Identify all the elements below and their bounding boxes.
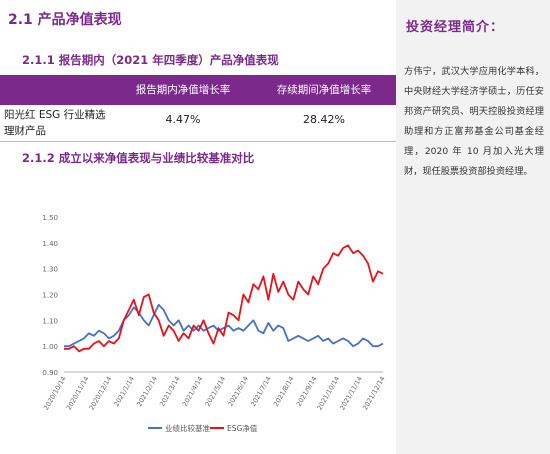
legend-label: ESG净值: [227, 423, 258, 433]
x-tick-label: 2021/4/14: [181, 375, 205, 408]
manager-bio: 方伟宁，武汉大学应用化学本科，中央财经大学经济学硕士，历任安邦资产研究员、明天控…: [404, 66, 544, 177]
legend-label: 业绩比较基准: [165, 423, 210, 433]
x-tick-label: 2021/7/14: [249, 375, 273, 408]
y-tick-label: 1.10: [42, 317, 58, 325]
y-tick-label: 1.30: [42, 266, 58, 274]
report-left-panel: 2.1 产品净值表现 2.1.1 报告期内（2021 年四季度）产品净值表现 报…: [0, 12, 396, 433]
table-bottom-rule: [0, 141, 396, 142]
table-header-total-growth: 存续期间净值增长率: [276, 84, 372, 96]
x-tick-label: 2021/9/14: [295, 375, 319, 408]
x-tick-label: 2021/11/14: [338, 375, 364, 411]
x-tick-label: 2021/5/14: [204, 375, 228, 408]
table-header-row: 报告期内净值增长率 存续期间净值增长率: [0, 75, 396, 105]
manager-title: 投资经理简介：: [406, 20, 505, 35]
subsection-title-comparison: 2.1.2 成立以来净值表现与业绩比较基准对比: [22, 151, 255, 165]
x-tick-label: 2020/11/14: [65, 375, 91, 411]
x-tick-label: 2021/12/14: [361, 375, 387, 411]
x-tick-label: 2020/12/14: [88, 375, 114, 411]
series-line-benchmark: [64, 303, 384, 348]
y-tick-label: 1.20: [42, 292, 58, 300]
section-title: 2.1 产品净值表现: [8, 12, 122, 28]
y-tick-label: 1.40: [42, 240, 58, 248]
x-tick-label: 2021/8/14: [272, 375, 296, 408]
table-header-period-growth: 报告期内净值增长率: [135, 84, 231, 96]
table-period-growth-value: 4.47%: [165, 113, 201, 126]
table-product-name: 阳光红 ESG 行业精选理财产品: [4, 109, 106, 137]
x-tick-label: 2020/10/14: [42, 375, 68, 411]
x-tick-label: 2021/6/14: [226, 375, 250, 408]
series-line-esg: [64, 244, 384, 353]
y-tick-label: 1.50: [42, 214, 58, 222]
table-total-growth-value: 28.42%: [303, 113, 345, 126]
y-tick-label: 0.90: [42, 369, 58, 377]
y-tick-label: 1.00: [42, 343, 58, 351]
subsection-title-period: 2.1.1 报告期内（2021 年四季度）产品净值表现: [22, 53, 279, 67]
x-tick-label: 2021/10/14: [315, 375, 341, 411]
x-tick-label: 2021/1/14: [112, 375, 136, 408]
manager-panel: 投资经理简介： 方伟宁，武汉大学应用化学本科，中央财经大学经济学硕士，历任安邦资…: [396, 0, 550, 454]
x-tick-label: 2021/2/14: [135, 375, 159, 408]
nav-comparison-chart: 1.501.401.301.201.101.000.902020/10/1420…: [42, 214, 387, 433]
x-tick-label: 2021/3/14: [158, 375, 182, 408]
